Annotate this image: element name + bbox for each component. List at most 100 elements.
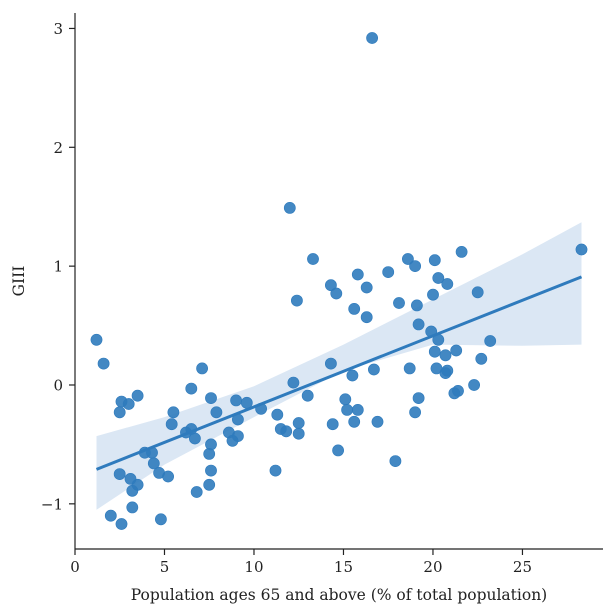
x-tick-label: 25 (513, 558, 532, 576)
data-point (366, 32, 378, 44)
data-point (301, 389, 314, 402)
data-point (575, 243, 588, 256)
data-point (484, 335, 497, 347)
data-point (126, 501, 139, 514)
data-point (389, 455, 402, 467)
x-tick-label: 5 (160, 558, 170, 576)
data-point (104, 509, 117, 522)
data-point (441, 278, 454, 290)
data-point (185, 382, 198, 395)
data-point (367, 363, 380, 376)
data-point (230, 394, 242, 407)
data-point (196, 362, 208, 375)
data-point (269, 464, 282, 477)
data-point (271, 408, 284, 421)
data-point (147, 457, 160, 470)
data-point (97, 357, 110, 370)
data-point (205, 438, 217, 451)
data-point (205, 464, 217, 477)
axes-layer (74, 13, 603, 550)
y-tick-label: 2 (53, 139, 63, 157)
data-point (450, 344, 463, 357)
confidence-band (96, 222, 582, 510)
data-point (162, 470, 174, 483)
data-point (154, 513, 167, 526)
y-tick-label: 0 (53, 376, 63, 394)
data-point (205, 392, 217, 404)
data-point (210, 406, 223, 419)
data-point (131, 478, 144, 491)
data-point (113, 468, 126, 480)
data-point (441, 364, 454, 377)
data-point (427, 288, 439, 301)
data-point (401, 253, 414, 265)
regression-layer (95, 275, 583, 471)
data-point (292, 417, 305, 429)
data-point (292, 427, 305, 440)
y-tick-label: −1 (41, 495, 63, 513)
x-ticks: 0 5 10 15 20 25 (70, 549, 532, 576)
data-point (283, 201, 296, 214)
data-point (290, 294, 303, 307)
data-point (348, 302, 361, 315)
data-point (113, 406, 126, 419)
y-tick-label: 1 (53, 258, 63, 276)
data-point (410, 299, 423, 312)
data-point (432, 272, 445, 284)
data-point (165, 418, 178, 431)
data-point (428, 345, 441, 358)
data-point (452, 384, 464, 397)
data-point (190, 486, 203, 498)
data-point (409, 260, 421, 272)
x-axis-label: Population ages 65 and above (% of total… (131, 586, 547, 604)
data-point (412, 318, 425, 331)
data-point (403, 362, 416, 375)
data-point (287, 376, 300, 389)
data-point (346, 369, 359, 382)
x-tick-label: 10 (244, 558, 263, 576)
data-point (324, 279, 337, 292)
y-axis-label: GIII (10, 266, 28, 297)
data-point (115, 518, 128, 530)
data-point (348, 415, 361, 428)
data-point (307, 253, 319, 265)
data-point (393, 297, 405, 309)
data-point (330, 287, 343, 300)
data-point (428, 254, 441, 267)
data-point (468, 379, 480, 391)
data-point (439, 349, 452, 362)
x-tick-label: 0 (70, 558, 80, 576)
data-point (231, 430, 244, 442)
points-layer (90, 32, 588, 530)
data-point (455, 245, 468, 258)
data-point (122, 398, 135, 410)
data-point (332, 444, 344, 457)
x-tick-label: 15 (334, 558, 353, 576)
data-point (412, 392, 425, 404)
y-ticks: −1 0 1 2 3 (41, 20, 75, 513)
confidence-band-layer (96, 222, 582, 510)
data-point (371, 415, 384, 428)
data-point (203, 478, 216, 491)
data-point (382, 266, 395, 278)
data-point (475, 352, 488, 365)
data-point (360, 281, 373, 294)
data-point (280, 425, 293, 438)
data-point (167, 406, 180, 419)
data-point (351, 403, 364, 416)
y-tick-label: 3 (53, 20, 63, 38)
x-tick-label: 20 (423, 558, 442, 576)
data-point (471, 286, 484, 299)
data-point (351, 268, 364, 281)
data-point (341, 403, 353, 416)
data-point (360, 311, 373, 324)
data-point (90, 333, 103, 346)
data-point (409, 406, 421, 419)
data-point (188, 432, 201, 445)
data-point (324, 357, 337, 370)
regression-line (95, 275, 583, 471)
data-point (339, 393, 352, 406)
data-point (131, 389, 144, 402)
data-point (326, 418, 339, 431)
